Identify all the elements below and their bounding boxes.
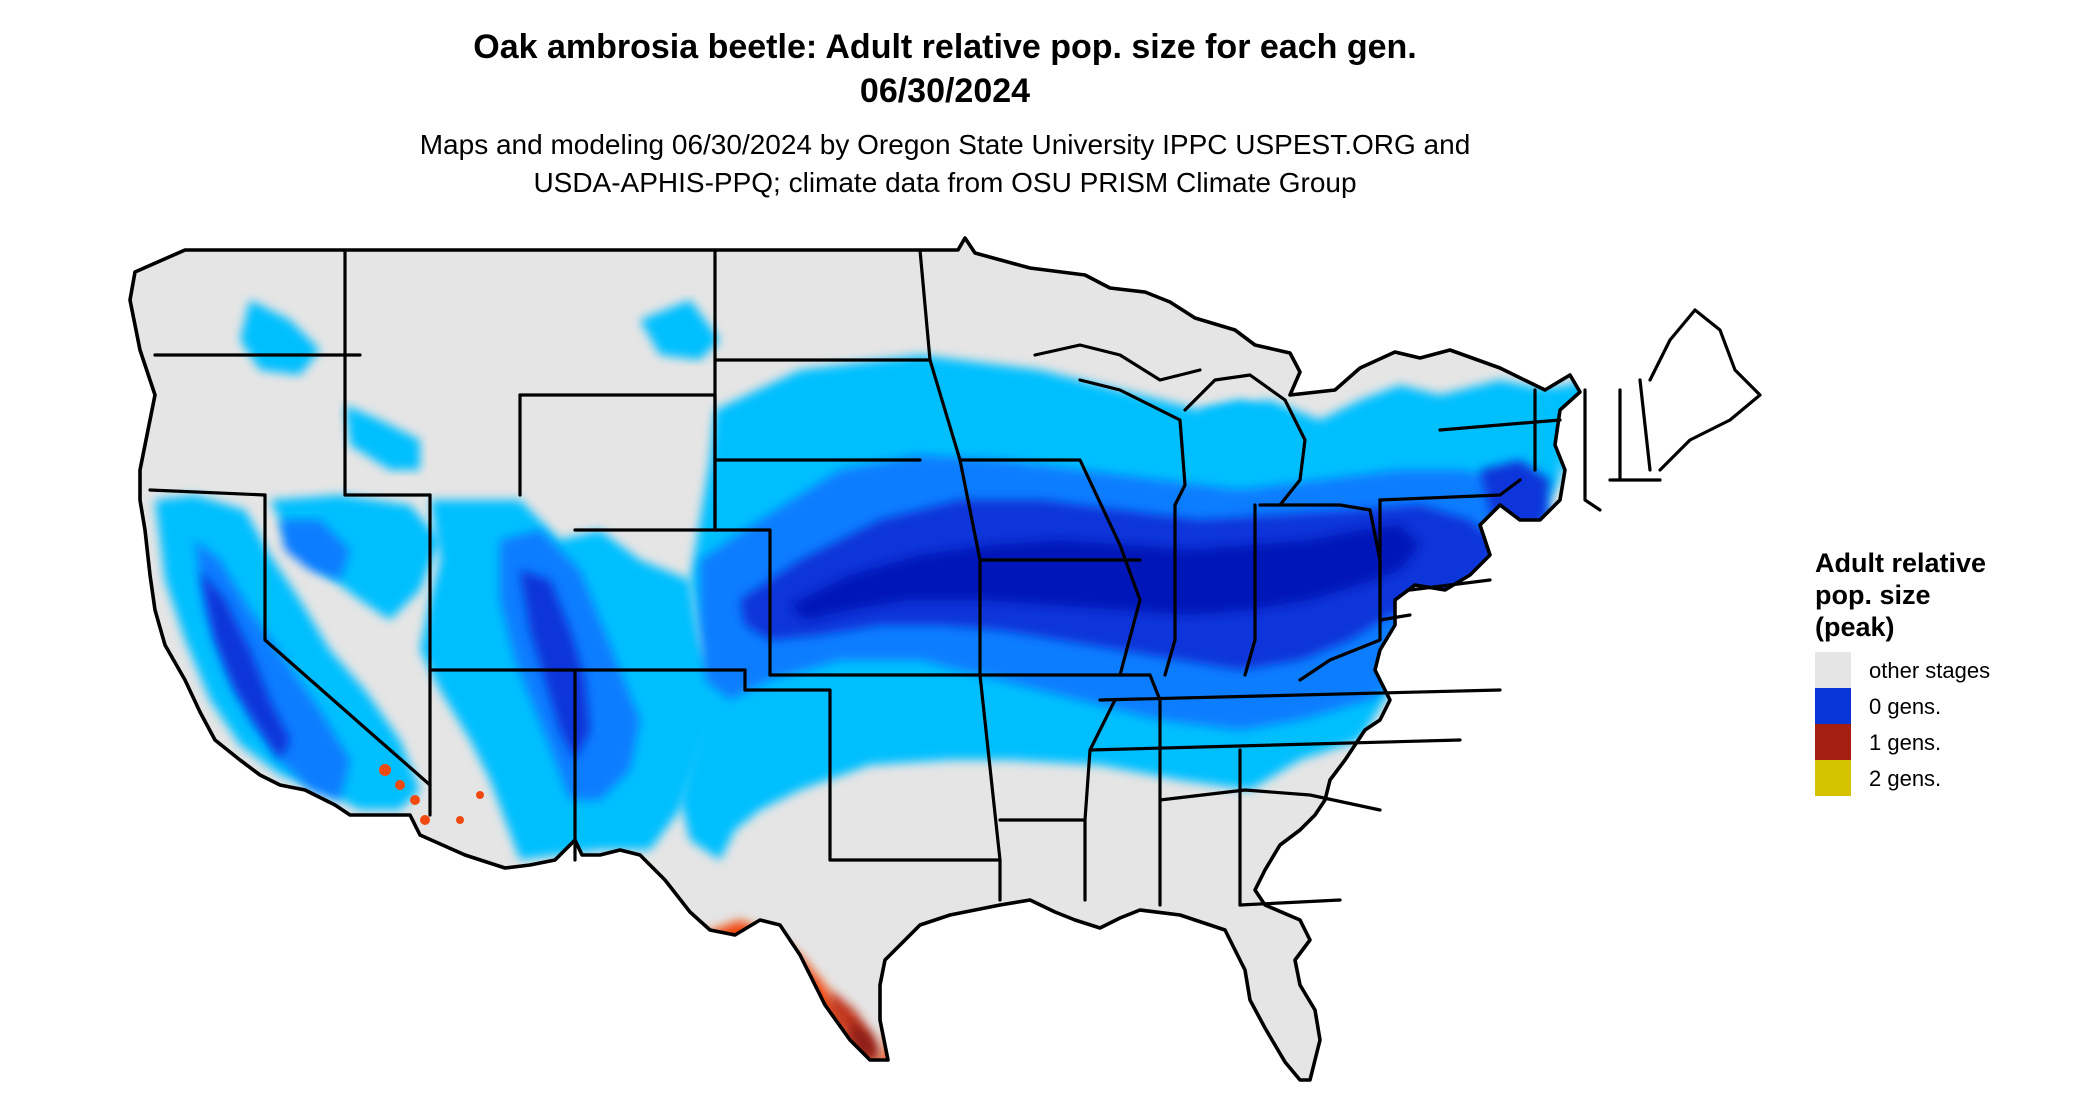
deep-blue-zones bbox=[790, 525, 1420, 620]
map-title: Oak ambrosia beetle: Adult relative pop.… bbox=[473, 28, 1416, 66]
legend-label-2-gens: 2 gens. bbox=[1869, 766, 1941, 791]
legend-title-line-3: (peak) bbox=[1815, 612, 1895, 642]
state-boundaries bbox=[128, 236, 1762, 1082]
us-map bbox=[128, 236, 1762, 1082]
legend-swatch-other-stages bbox=[1815, 652, 1851, 688]
legend-label-0-gens: 0 gens. bbox=[1869, 694, 1941, 719]
florida-warm-zone bbox=[1315, 955, 1398, 1080]
southwest-warm-specks bbox=[379, 764, 484, 825]
legend-label-1-gens: 1 gens. bbox=[1869, 730, 1941, 755]
legend-swatch-2-gens bbox=[1815, 760, 1851, 796]
legend-title-line-1: Adult relative bbox=[1815, 548, 1986, 578]
legend-swatch-1-gens bbox=[1815, 724, 1851, 760]
map-date: 06/30/2024 bbox=[860, 72, 1030, 110]
legend: Adult relative pop. size (peak) other st… bbox=[1815, 548, 1990, 796]
legend-swatch-0-gens bbox=[1815, 688, 1851, 724]
legend-title-line-2: pop. size bbox=[1815, 580, 1931, 610]
legend-label-other-stages: other stages bbox=[1869, 658, 1990, 683]
map-subtitle-line-2: USDA-APHIS-PPQ; climate data from OSU PR… bbox=[533, 167, 1356, 198]
map-subtitle-line-1: Maps and modeling 06/30/2024 by Oregon S… bbox=[420, 129, 1471, 160]
